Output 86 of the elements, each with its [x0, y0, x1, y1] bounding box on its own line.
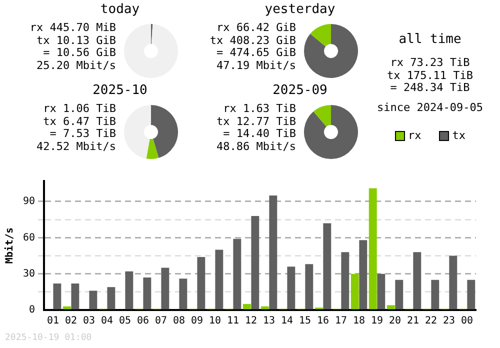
x-tick-label: 13	[262, 316, 276, 327]
x-tick-label: 01	[47, 316, 60, 327]
text: all time	[398, 32, 462, 47]
x-tick-label: 16	[316, 316, 330, 327]
chart-title: today	[99, 2, 141, 17]
text: = 474.65 GiB	[216, 46, 296, 60]
text: = 10.56 GiB	[42, 46, 116, 60]
bar	[107, 287, 116, 310]
text: = 14.40 TiB	[222, 127, 296, 140]
bar	[89, 290, 98, 310]
x-tick-label: 23	[442, 316, 456, 327]
legend-label: rx	[408, 129, 422, 142]
x-tick-label: 10	[209, 316, 222, 327]
text: 48.86 Mbit/s	[216, 140, 296, 153]
text: rx 1.06 TiB	[42, 102, 116, 116]
x-tick-label: 05	[119, 316, 132, 327]
text: = 7.53 TiB	[48, 127, 116, 140]
x-tick-label: 06	[137, 316, 150, 327]
bar	[359, 240, 368, 310]
bar	[260, 306, 269, 310]
text: = 248.34 TiB	[389, 81, 471, 94]
text: tx 10.13 GiB	[36, 34, 116, 47]
x-tick-label: 15	[298, 316, 312, 327]
text: rx 1.63 TiB	[222, 102, 296, 116]
x-tick-label: 22	[424, 316, 438, 327]
bar	[467, 280, 476, 310]
x-tick-label: 03	[83, 316, 96, 327]
bar	[431, 280, 440, 310]
x-tick-label: 14	[280, 316, 294, 327]
bar	[449, 256, 458, 310]
x-tick-label: 07	[155, 316, 168, 327]
x-tick-label: 04	[101, 316, 114, 327]
bar	[242, 304, 251, 310]
y-tick-label: 60	[22, 232, 36, 244]
x-tick-label: 17	[334, 316, 348, 327]
bar	[197, 256, 206, 310]
y-axis-title: Mbit/s	[4, 227, 16, 264]
y-tick-label: 30	[22, 268, 36, 280]
text: 47.19 Mbit/s	[216, 58, 296, 72]
bar	[62, 306, 71, 310]
bar	[215, 250, 224, 310]
bar	[395, 280, 404, 310]
text: rx 445.70 MiB	[28, 21, 116, 34]
chart-title: 2025-09	[272, 83, 328, 98]
bar	[386, 305, 395, 310]
x-tick-label: 20	[388, 316, 402, 327]
x-tick-label: 11	[227, 316, 240, 327]
y-tick-label: 90	[22, 196, 36, 208]
y-tick-label: 0	[29, 304, 36, 316]
text: 25.20 Mbit/s	[36, 58, 116, 72]
bar	[269, 195, 278, 310]
x-tick-label: 09	[191, 316, 204, 327]
text: since 2024-09-05	[376, 100, 484, 114]
text: tx 12.77 TiB	[216, 114, 296, 128]
bar	[377, 274, 386, 310]
bar	[251, 216, 260, 310]
x-tick-label: 18	[352, 316, 366, 327]
bar	[71, 283, 80, 310]
text: rx 73.23 TiB	[389, 56, 471, 70]
bar	[413, 252, 422, 310]
bar	[179, 278, 188, 310]
text: tx 175.11 TiB	[386, 68, 474, 82]
x-tick-label: 00	[460, 316, 474, 327]
x-tick-label: 02	[65, 316, 78, 327]
bar	[368, 188, 377, 310]
x-tick-label: 12	[245, 316, 258, 327]
bar	[305, 264, 314, 310]
bar	[143, 277, 152, 310]
chart-title: yesterday	[264, 2, 336, 17]
bar	[125, 271, 134, 310]
text: 42.52 Mbit/s	[36, 140, 116, 153]
x-tick-label: 21	[406, 316, 420, 327]
text: tx 408.23 GiB	[208, 34, 296, 47]
text: tx 6.47 TiB	[42, 114, 116, 128]
bar	[233, 238, 242, 310]
bar	[341, 252, 350, 310]
legend-label: tx	[452, 129, 466, 142]
bar	[161, 268, 170, 310]
bar	[323, 223, 332, 310]
bar	[53, 283, 62, 310]
bar	[287, 266, 296, 310]
bar	[350, 274, 359, 310]
chart-title: 2025-10	[92, 83, 148, 98]
x-tick-label: 19	[370, 316, 384, 327]
text: rx 66.42 GiB	[216, 21, 296, 34]
x-tick-label: 08	[173, 316, 186, 327]
